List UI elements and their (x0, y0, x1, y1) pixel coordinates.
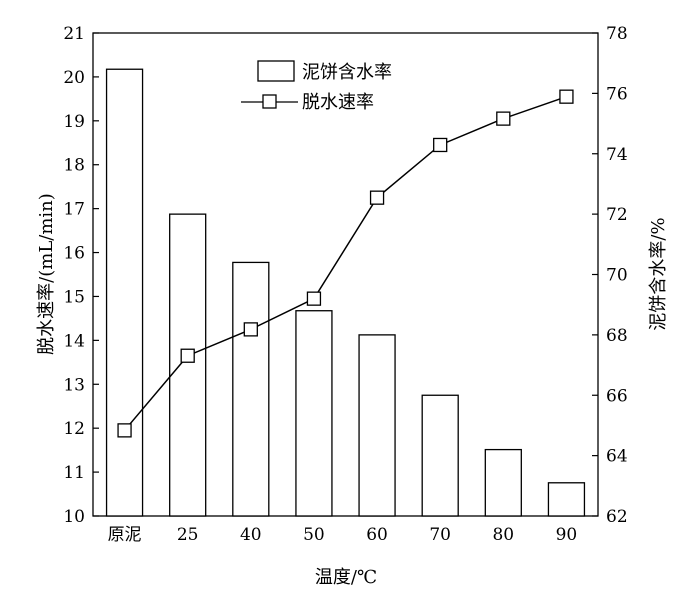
legend-line-label: 脱水速率 (302, 92, 374, 113)
legend-bar-label: 泥饼含水率 (302, 62, 392, 83)
left-y-tick-label: 21 (63, 24, 85, 44)
right-y-tick-label: 64 (606, 447, 628, 467)
line-marker (559, 89, 574, 104)
x-tick-label: 40 (240, 525, 262, 545)
left-y-tick-label: 11 (63, 463, 85, 483)
line-marker (496, 111, 511, 126)
left-y-tick-label: 12 (63, 419, 85, 439)
bar (547, 482, 586, 517)
right-y-tick-label: 78 (606, 24, 628, 44)
x-tick-label: 25 (177, 525, 199, 545)
right-y-tick-label: 74 (606, 145, 628, 165)
legend-bar-swatch (257, 60, 295, 82)
left-y-tick-label: 10 (63, 507, 85, 527)
line-path (123, 95, 567, 431)
bar (232, 261, 270, 517)
left-y-tick-label: 17 (63, 200, 85, 220)
right-y-tick-label: 70 (606, 266, 628, 286)
right-y-tick-label: 66 (606, 386, 628, 406)
x-tick-label: 原泥 (108, 525, 142, 545)
left-y-tick-label: 13 (63, 375, 85, 395)
bar (169, 213, 207, 517)
left-y-tick-label: 16 (63, 244, 85, 264)
line-marker (180, 348, 195, 363)
right-y-tick-label: 68 (606, 326, 628, 346)
right-y-tick-label: 76 (606, 84, 628, 104)
line-marker (117, 423, 132, 438)
left-y-axis-title: 脱水速率/(mL/min) (36, 193, 57, 355)
right-y-tick-label: 62 (606, 507, 628, 527)
right-y-axis-title: 泥饼含水率/% (648, 217, 669, 330)
bar (421, 394, 459, 517)
x-tick-label: 90 (556, 525, 578, 545)
line-series (117, 89, 574, 438)
x-tick-label: 50 (303, 525, 325, 545)
left-y-tick-label: 20 (63, 68, 85, 88)
right-y-tick-label: 72 (606, 205, 628, 225)
bar (105, 68, 144, 517)
left-y-tick-label: 19 (63, 112, 85, 132)
bar (295, 310, 333, 517)
x-tick-label: 80 (492, 525, 514, 545)
line-marker (243, 322, 258, 337)
legend: 泥饼含水率 脱水速率 (241, 60, 392, 113)
line-marker (433, 137, 448, 153)
left-y-tick-label: 15 (63, 287, 85, 307)
bar (484, 448, 522, 517)
bar (358, 334, 396, 517)
legend-line-marker (262, 94, 277, 109)
x-tick-label: 60 (366, 525, 388, 545)
line-marker (306, 291, 322, 306)
left-y-tick-label: 14 (63, 331, 85, 351)
x-tick-label: 70 (429, 525, 451, 545)
bar-series (105, 68, 586, 517)
line-marker (369, 190, 385, 205)
x-axis-title: 温度/℃ (315, 567, 377, 588)
left-y-tick-label: 18 (63, 156, 85, 176)
